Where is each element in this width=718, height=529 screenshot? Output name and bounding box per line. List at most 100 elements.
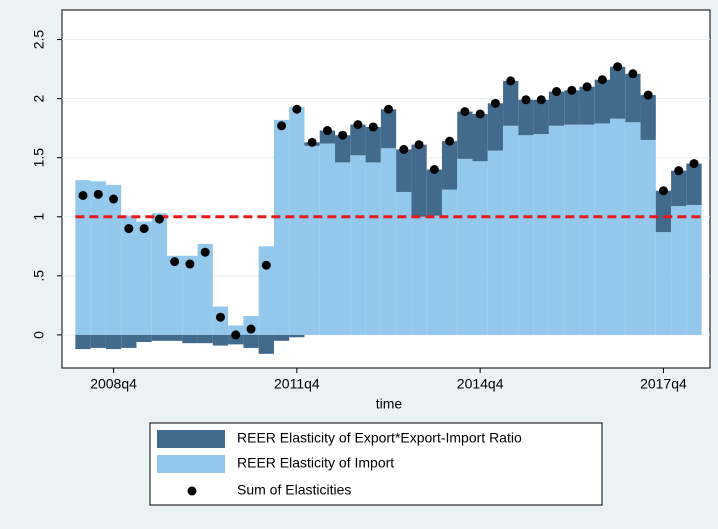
sum-dot bbox=[658, 186, 668, 196]
bar bbox=[671, 206, 687, 335]
y-tick-label: 2 bbox=[31, 95, 47, 103]
x-axis-title: time bbox=[376, 396, 403, 412]
sum-dot bbox=[567, 85, 577, 95]
sum-dot bbox=[322, 126, 332, 136]
bar bbox=[319, 143, 336, 335]
y-tick-label: 2.5 bbox=[31, 30, 47, 50]
bar bbox=[121, 215, 137, 335]
bar bbox=[594, 123, 610, 335]
sum-dot bbox=[292, 104, 302, 114]
bar bbox=[182, 255, 198, 335]
sum-dot bbox=[475, 109, 485, 119]
sum-dot bbox=[536, 95, 546, 105]
x-tick-label: 2017q4 bbox=[640, 376, 687, 392]
bar bbox=[75, 334, 91, 350]
sum-dot bbox=[689, 159, 699, 169]
bar bbox=[426, 215, 442, 335]
bar bbox=[396, 149, 412, 192]
bar bbox=[640, 139, 656, 335]
legend-swatch bbox=[157, 455, 225, 473]
sum-dot bbox=[628, 69, 638, 79]
bar bbox=[105, 334, 122, 350]
bar bbox=[487, 103, 504, 151]
sum-dot bbox=[154, 214, 164, 224]
legend-dot bbox=[187, 486, 197, 496]
bar bbox=[136, 221, 152, 335]
bar bbox=[594, 79, 610, 124]
bar bbox=[548, 125, 565, 335]
bar bbox=[243, 334, 259, 348]
bar bbox=[319, 130, 336, 144]
sum-dot bbox=[170, 257, 180, 267]
sum-dot bbox=[109, 194, 119, 204]
x-tick-label: 2014q4 bbox=[457, 376, 504, 392]
legend-swatch bbox=[157, 430, 225, 448]
legend-label: REER Elasticity of Export*Export-Import … bbox=[237, 430, 522, 446]
bar bbox=[197, 334, 213, 344]
sum-dot bbox=[490, 98, 500, 108]
bar bbox=[503, 80, 519, 126]
sum-dot bbox=[215, 312, 225, 322]
bar bbox=[533, 134, 549, 335]
bar bbox=[655, 190, 672, 233]
bar bbox=[212, 334, 229, 346]
bar bbox=[151, 213, 168, 335]
bar bbox=[487, 150, 504, 335]
sum-dot bbox=[200, 247, 210, 257]
bar bbox=[548, 91, 565, 126]
bar bbox=[441, 189, 458, 335]
sum-dot bbox=[368, 122, 378, 132]
sum-dot bbox=[185, 259, 195, 269]
bar bbox=[197, 243, 213, 335]
sum-dot bbox=[139, 224, 149, 234]
bar bbox=[472, 161, 488, 335]
bar bbox=[350, 124, 366, 156]
bar bbox=[90, 334, 106, 348]
bar bbox=[411, 144, 427, 217]
bar bbox=[380, 109, 397, 149]
sum-dot bbox=[674, 166, 684, 176]
bar bbox=[671, 170, 687, 207]
sum-dot bbox=[399, 144, 409, 154]
bar bbox=[121, 334, 137, 348]
sum-dot bbox=[429, 165, 439, 175]
sum-dot bbox=[93, 189, 103, 199]
bar bbox=[182, 334, 198, 344]
bar bbox=[335, 162, 351, 335]
bar bbox=[75, 180, 91, 335]
bar bbox=[335, 135, 351, 163]
sum-dot bbox=[384, 104, 393, 114]
sum-dot bbox=[78, 190, 88, 200]
sum-dot bbox=[552, 87, 562, 97]
sum-dot bbox=[597, 75, 607, 85]
sum-dot bbox=[460, 107, 470, 117]
legend-label: REER Elasticity of Import bbox=[237, 455, 394, 471]
bar bbox=[273, 119, 290, 335]
bar bbox=[518, 135, 534, 335]
sum-dot bbox=[261, 260, 271, 270]
bar bbox=[441, 141, 458, 190]
bar bbox=[640, 95, 656, 140]
sum-dot bbox=[521, 95, 531, 105]
bar bbox=[365, 162, 381, 335]
bar bbox=[533, 99, 549, 135]
bar bbox=[609, 118, 626, 335]
sum-dot bbox=[124, 224, 134, 234]
bar bbox=[579, 86, 595, 125]
bar bbox=[518, 99, 534, 136]
sum-dot bbox=[353, 120, 363, 130]
bar bbox=[564, 124, 580, 335]
bar bbox=[151, 334, 168, 341]
bar bbox=[609, 66, 626, 119]
sum-dot bbox=[307, 137, 317, 147]
y-tick-label: 1.5 bbox=[31, 148, 47, 168]
bar bbox=[625, 122, 641, 335]
bar bbox=[304, 145, 320, 335]
bar bbox=[167, 334, 183, 341]
legend bbox=[149, 422, 603, 506]
sum-dot bbox=[338, 130, 348, 140]
sum-dot bbox=[582, 82, 592, 92]
sum-dot bbox=[414, 140, 424, 150]
sum-dot bbox=[643, 90, 653, 100]
bar bbox=[625, 73, 641, 123]
